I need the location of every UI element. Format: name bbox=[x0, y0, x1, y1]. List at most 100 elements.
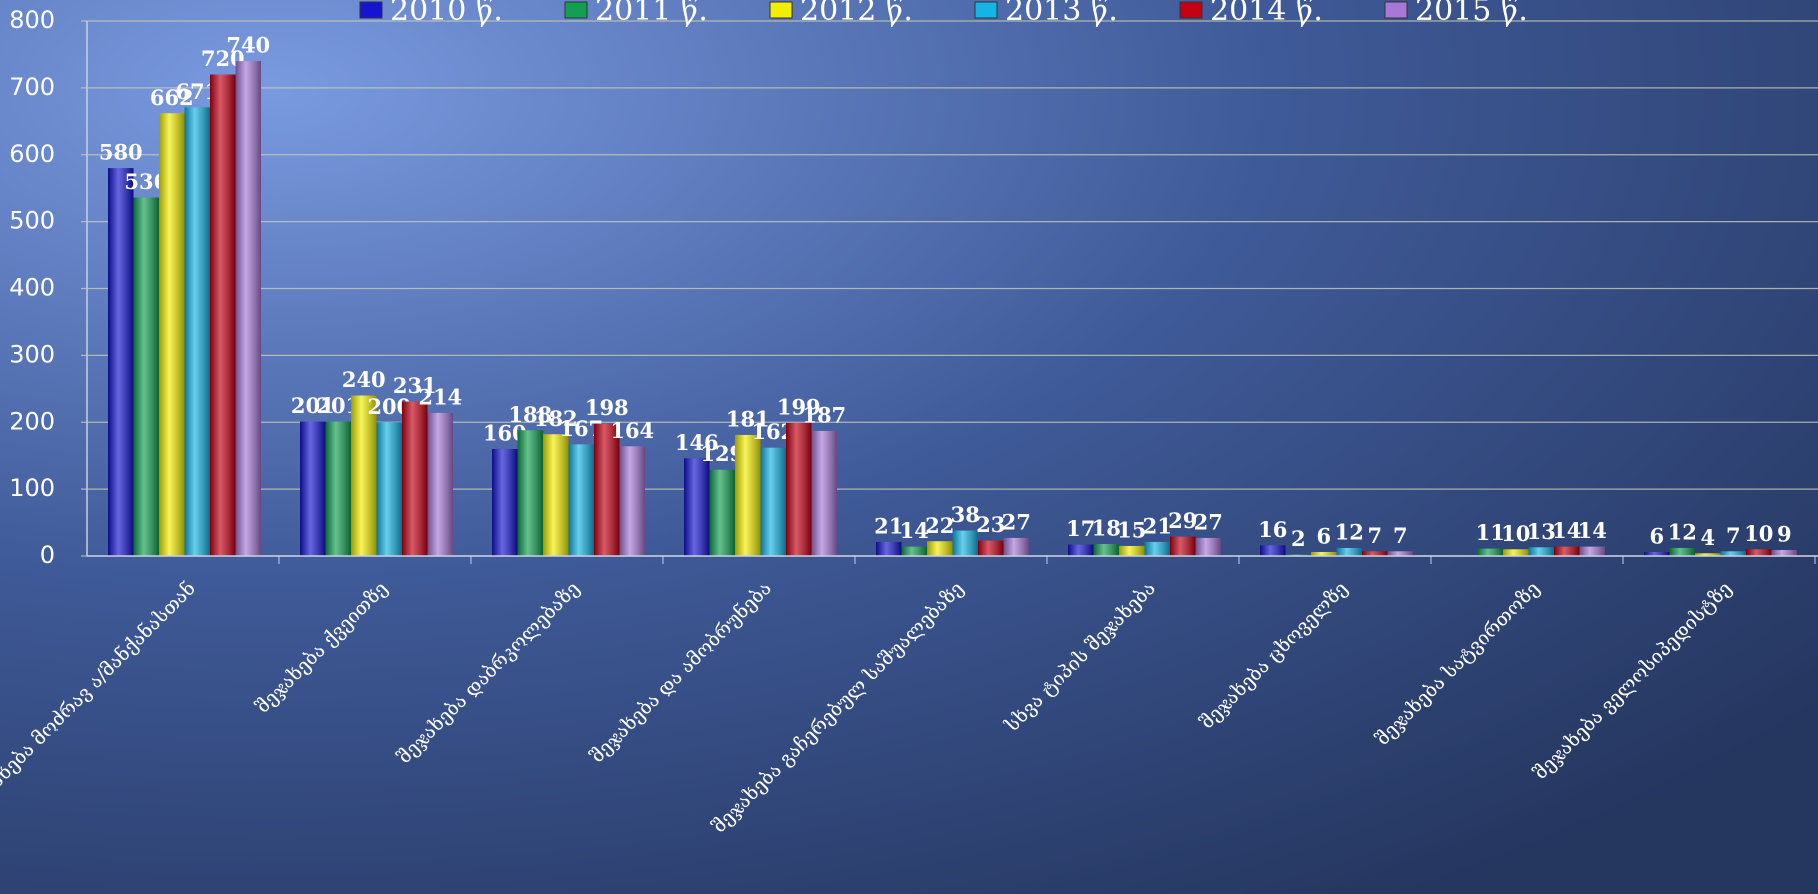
data-label: 231 bbox=[393, 373, 437, 398]
bar-shine bbox=[351, 395, 377, 556]
y-tick-label: 0 bbox=[40, 541, 55, 569]
data-label: 7 bbox=[1726, 523, 1741, 548]
data-label: 164 bbox=[610, 418, 654, 443]
bar-shine bbox=[619, 446, 645, 556]
y-tick-label: 400 bbox=[9, 274, 55, 302]
bar-shine bbox=[1144, 541, 1170, 556]
bar-shine bbox=[735, 434, 761, 556]
data-label: 4 bbox=[1700, 525, 1715, 550]
bar-shine bbox=[1068, 544, 1094, 556]
bar-shine bbox=[1644, 551, 1670, 556]
data-label: 18 bbox=[1092, 515, 1121, 540]
data-label: 580 bbox=[99, 140, 143, 165]
bar-shine bbox=[1119, 545, 1145, 556]
data-label: 15 bbox=[1117, 517, 1146, 542]
bar-shine bbox=[1503, 549, 1529, 556]
bar-shine bbox=[1003, 537, 1029, 556]
data-label: 11 bbox=[1476, 520, 1505, 545]
bar-shine bbox=[1720, 551, 1746, 556]
data-label: 13 bbox=[1527, 519, 1556, 544]
data-label: 240 bbox=[342, 367, 386, 392]
bar-shine bbox=[1746, 549, 1772, 556]
data-label: 14 bbox=[1578, 518, 1607, 543]
data-label: 9 bbox=[1777, 521, 1792, 546]
y-tick-label: 800 bbox=[9, 6, 55, 34]
data-label: 17 bbox=[1066, 516, 1095, 541]
bar-shine bbox=[325, 421, 351, 556]
bar-shine bbox=[1195, 537, 1221, 556]
bar-shine bbox=[427, 412, 453, 556]
data-label: 14 bbox=[900, 518, 929, 543]
bar-shine bbox=[876, 541, 902, 556]
data-label: 10 bbox=[1501, 521, 1530, 546]
data-label: 2 bbox=[1291, 526, 1306, 551]
data-label: 27 bbox=[1194, 509, 1223, 534]
bar-shine bbox=[159, 113, 185, 556]
data-label: 6 bbox=[1316, 523, 1331, 548]
data-label: 662 bbox=[150, 85, 194, 110]
bar-shine bbox=[184, 107, 210, 557]
data-label: 12 bbox=[1335, 519, 1364, 544]
data-label: 6 bbox=[1649, 523, 1664, 548]
bar-shine bbox=[1554, 546, 1580, 556]
data-label: 38 bbox=[951, 502, 980, 527]
bar-shine bbox=[1477, 548, 1503, 556]
bar-shine bbox=[1362, 551, 1388, 556]
bar-shine bbox=[1093, 543, 1119, 556]
bar-shine bbox=[1579, 546, 1605, 556]
y-tick-label: 700 bbox=[9, 73, 55, 101]
bar-shine bbox=[1170, 536, 1196, 556]
bar-shine bbox=[760, 447, 786, 556]
bar-shine bbox=[376, 422, 402, 556]
legend-label: 2015 წ. bbox=[1415, 0, 1528, 28]
data-label: 7 bbox=[1393, 523, 1408, 548]
data-label: 23 bbox=[976, 512, 1005, 537]
data-label: 199 bbox=[777, 394, 821, 419]
bar-shine bbox=[1260, 545, 1286, 556]
data-label: 187 bbox=[802, 402, 846, 427]
data-label: 21 bbox=[874, 513, 903, 538]
y-tick-label: 100 bbox=[9, 474, 55, 502]
data-label: 12 bbox=[1668, 519, 1697, 544]
data-label: 21 bbox=[1143, 513, 1172, 538]
y-tick-label: 500 bbox=[9, 207, 55, 235]
bar-shine bbox=[1387, 551, 1413, 556]
bar-shine bbox=[594, 423, 620, 556]
data-label: 16 bbox=[1258, 517, 1287, 542]
data-label: 181 bbox=[726, 406, 770, 431]
legend-swatch bbox=[1179, 1, 1203, 19]
bar-shine bbox=[952, 530, 978, 556]
bar-shine bbox=[402, 401, 428, 556]
bar-shine bbox=[1528, 547, 1554, 556]
data-label: 201 bbox=[291, 393, 335, 418]
legend-label: 2014 წ. bbox=[1210, 0, 1323, 28]
legend-swatch bbox=[974, 1, 998, 19]
bar-shine bbox=[1771, 549, 1797, 556]
legend-label: 2010 წ. bbox=[390, 0, 503, 28]
legend-swatch bbox=[359, 1, 383, 19]
data-label: 740 bbox=[226, 33, 270, 58]
bar-shine bbox=[709, 469, 735, 556]
data-label: 188 bbox=[508, 402, 552, 427]
bar-shine bbox=[1669, 547, 1695, 556]
legend-label: 2013 წ. bbox=[1005, 0, 1118, 28]
bar-shine bbox=[684, 458, 710, 556]
data-label: 146 bbox=[675, 430, 719, 455]
data-label: 10 bbox=[1744, 521, 1773, 546]
bar-shine bbox=[300, 421, 326, 556]
bar-shine bbox=[786, 422, 812, 556]
bar-shine bbox=[492, 449, 518, 556]
bar-shine bbox=[235, 61, 261, 556]
y-tick-label: 600 bbox=[9, 140, 55, 168]
bar-shine bbox=[1311, 551, 1337, 556]
data-label: 29 bbox=[1168, 508, 1197, 533]
y-tick-label: 300 bbox=[9, 340, 55, 368]
data-label: 7 bbox=[1367, 523, 1382, 548]
legend-swatch bbox=[769, 1, 793, 19]
legend-swatch bbox=[1384, 1, 1408, 19]
bar-shine bbox=[901, 546, 927, 556]
data-label: 14 bbox=[1552, 518, 1581, 543]
legend-swatch bbox=[564, 1, 588, 19]
bar-shine bbox=[927, 541, 953, 556]
